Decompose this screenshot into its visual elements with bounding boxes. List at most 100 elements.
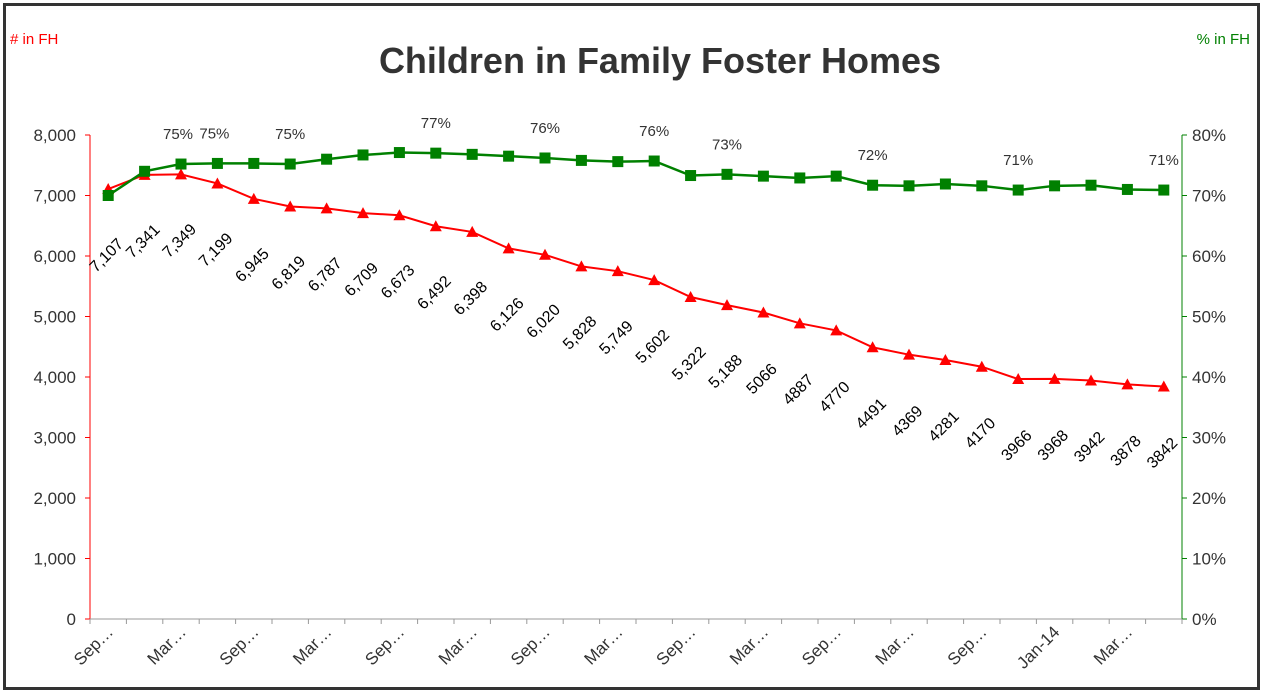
count-point xyxy=(247,192,260,204)
count-point xyxy=(1012,373,1025,385)
count-point xyxy=(1121,378,1134,390)
count-series-line xyxy=(107,173,1164,388)
count-point xyxy=(539,248,551,260)
left-tick-label: 4,000 xyxy=(33,368,76,387)
count-data-label: 4887 xyxy=(780,371,817,408)
percent-data-label: 71% xyxy=(1003,152,1033,169)
count-data-label: 4369 xyxy=(889,403,926,440)
count-point xyxy=(1157,380,1170,392)
percent-data-label: 75% xyxy=(275,126,305,143)
count-point xyxy=(1085,374,1097,386)
x-tick-label: Mar… xyxy=(289,622,335,668)
percent-data-label: 75% xyxy=(199,125,229,142)
count-point xyxy=(721,299,733,311)
percent-point xyxy=(757,170,769,182)
percent-point xyxy=(284,158,296,170)
count-data-label: 5,828 xyxy=(560,313,600,353)
percent-point xyxy=(685,170,697,182)
count-data-label: 5,749 xyxy=(596,318,636,358)
percent-data-label: 75% xyxy=(163,126,193,143)
right-tick-label: 0% xyxy=(1192,610,1217,629)
count-point xyxy=(393,209,406,221)
percent-point xyxy=(794,172,806,184)
count-point xyxy=(175,168,187,180)
count-data-label: 4491 xyxy=(853,395,890,432)
count-data-label: 3842 xyxy=(1144,435,1181,472)
percent-point xyxy=(1121,183,1133,195)
count-point xyxy=(757,306,770,318)
percent-point xyxy=(1012,184,1024,196)
chart-frame xyxy=(3,3,1260,690)
count-data-label: 6,945 xyxy=(232,245,272,285)
count-point xyxy=(357,207,369,219)
percent-data-label: 72% xyxy=(858,147,888,164)
count-point xyxy=(903,348,915,360)
percent-point xyxy=(357,149,369,161)
x-axis-ticks: Sep… Mar… Sep… Mar… Sep… Mar… Sep… Mar… Sep… Mar…… xyxy=(70,619,1183,673)
left-tick-label: 1,000 xyxy=(33,550,76,569)
left-tick-label: 3,000 xyxy=(33,429,76,448)
count-data-label: 5066 xyxy=(744,361,781,398)
count-data-label: 3878 xyxy=(1108,433,1145,470)
count-data-label: 4770 xyxy=(816,379,853,416)
percent-point xyxy=(248,157,260,169)
count-point xyxy=(320,202,333,214)
count-data-label: 4170 xyxy=(962,415,999,452)
percent-series-line xyxy=(107,151,1164,197)
count-data-label: 4281 xyxy=(926,408,963,445)
percent-data-label: 76% xyxy=(639,123,669,140)
count-data-label: 3966 xyxy=(998,427,1035,464)
percent-point xyxy=(102,190,114,201)
count-data-label: 7,107 xyxy=(87,236,127,276)
right-tick-label: 70% xyxy=(1192,187,1226,206)
count-point xyxy=(1048,372,1061,384)
percent-point xyxy=(976,180,988,192)
count-series xyxy=(102,168,1170,392)
right-tick-label: 50% xyxy=(1192,308,1226,327)
left-tick-label: 8,000 xyxy=(33,126,76,145)
x-tick-label: Sep… xyxy=(944,622,991,669)
chart-title: Children in Family Foster Homes xyxy=(379,40,941,81)
percent-point xyxy=(503,150,515,162)
count-point xyxy=(939,353,952,365)
count-point xyxy=(466,225,479,237)
percent-point xyxy=(830,170,842,182)
percent-data-label: 76% xyxy=(530,120,560,137)
count-data-label: 7,349 xyxy=(160,221,200,261)
percent-data-label: 71% xyxy=(1149,152,1179,169)
percent-point xyxy=(393,147,405,159)
count-point xyxy=(793,317,806,329)
percent-point xyxy=(539,152,551,164)
x-tick-label: Mar… xyxy=(144,622,190,668)
count-data-labels: 7,1077,3417,3497,1996,9456,8196,7876,709… xyxy=(87,221,1181,472)
percent-point xyxy=(466,148,478,160)
percent-point xyxy=(648,155,660,167)
count-data-label: 6,819 xyxy=(269,253,309,293)
left-axis-label: # in FH xyxy=(10,31,58,48)
left-axis-ticks: 0 1,000 2,000 3,000 4,000 5,000 6,000 7,000 8,00… xyxy=(33,126,90,629)
left-tick-label: 2,000 xyxy=(33,489,76,508)
x-tick-label: Sep… xyxy=(216,622,263,669)
count-point xyxy=(830,324,843,336)
percent-data-label: 73% xyxy=(712,136,742,153)
count-data-label: 3968 xyxy=(1035,427,1072,464)
x-tick-label: Mar… xyxy=(1090,622,1136,668)
x-tick-label: Jan-14 xyxy=(1013,622,1063,672)
count-data-label: 6,020 xyxy=(524,301,564,341)
count-data-label: 7,341 xyxy=(123,221,163,261)
percent-point xyxy=(175,158,187,170)
x-tick-label: Sep… xyxy=(507,622,554,669)
x-tick-label: Mar… xyxy=(580,622,626,668)
right-tick-label: 20% xyxy=(1192,489,1226,508)
x-tick-label: Sep… xyxy=(798,622,845,669)
right-axis-label: % in FH xyxy=(1197,31,1250,48)
count-data-label: 6,398 xyxy=(451,279,491,319)
percent-point xyxy=(211,157,223,169)
count-data-label: 7,199 xyxy=(196,230,236,270)
left-tick-label: 6,000 xyxy=(33,247,76,266)
percent-point xyxy=(939,178,951,190)
percent-point xyxy=(575,154,587,166)
count-data-label: 6,787 xyxy=(305,255,345,295)
right-tick-label: 40% xyxy=(1192,368,1226,387)
percent-point xyxy=(612,156,624,168)
